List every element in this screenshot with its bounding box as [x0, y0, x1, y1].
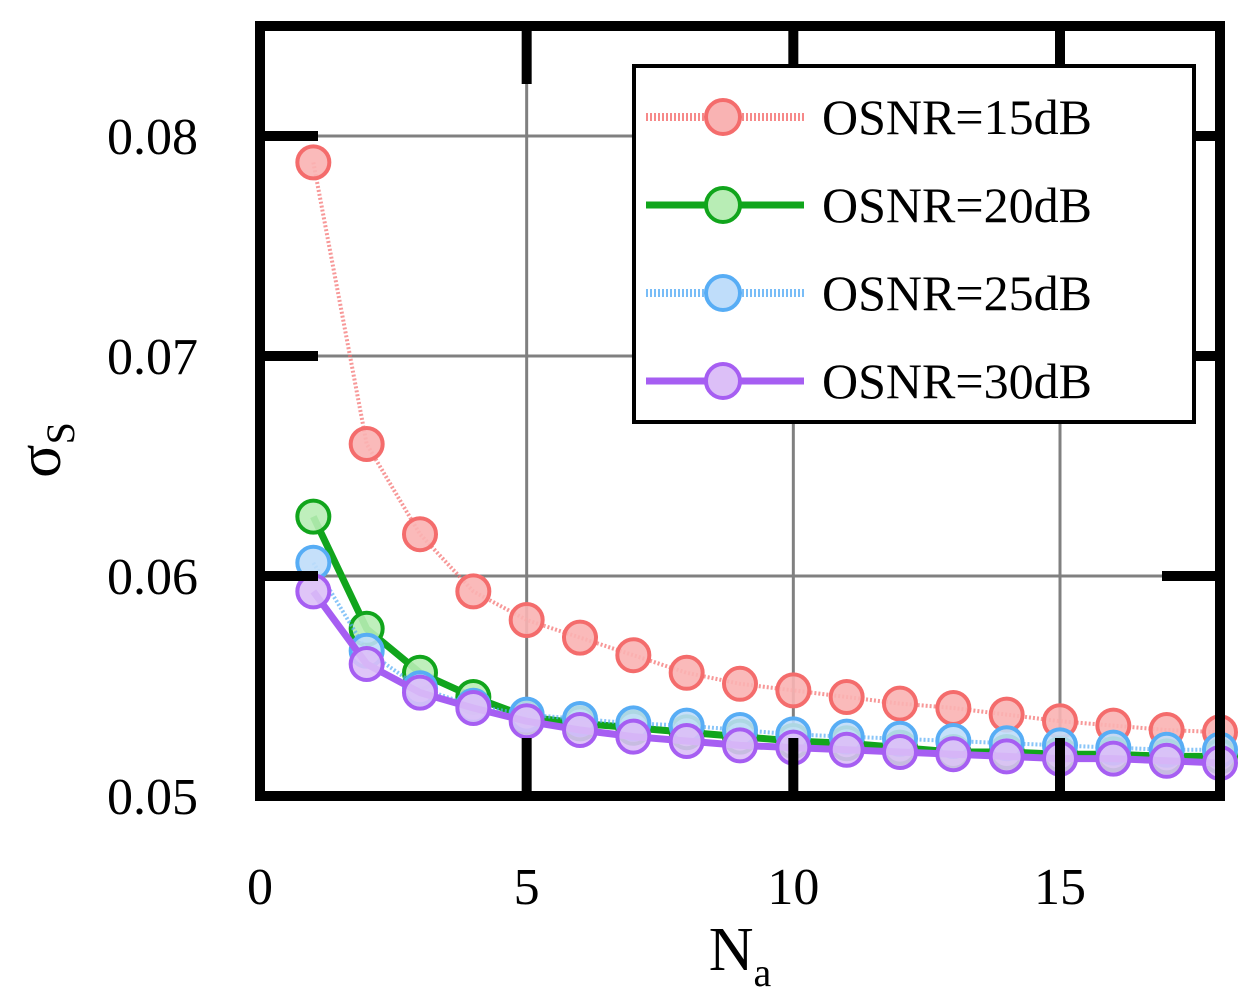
x-axis-label-main: N [709, 916, 754, 984]
x-axis-label-subscript: a [754, 950, 772, 995]
data-point-osnr-15db-9 [722, 665, 758, 702]
legend-label-osnr-20db: OSNR=20dB [822, 177, 1092, 233]
data-point-osnr-15db-3 [402, 516, 438, 553]
y-tick-label-0: 0.05 [107, 769, 198, 826]
data-point-osnr-15db-4 [455, 573, 492, 610]
data-point-osnr-30db-12 [882, 734, 918, 770]
data-point-osnr-30db-5 [508, 703, 545, 740]
x-tick-label-2: 10 [767, 859, 819, 916]
data-point-osnr-15db-2 [348, 426, 385, 462]
legend-marker-osnr-25db [704, 274, 742, 312]
x-tick-label-1: 5 [514, 859, 540, 916]
y-axis-label-main: σ [6, 444, 74, 477]
data-point-osnr-30db-2 [348, 646, 385, 682]
y-axis-label-subscript: S [38, 422, 83, 444]
data-point-osnr-30db-6 [562, 712, 598, 748]
data-point-osnr-15db-1 [295, 144, 332, 181]
legend-label-osnr-25db: OSNR=25dB [822, 265, 1092, 321]
data-point-osnr-15db-13 [935, 690, 972, 726]
legend-label-osnr-15db: OSNR=15dB [822, 89, 1092, 145]
series-line-osnr-25db [311, 561, 1220, 752]
series-line-osnr-20db [310, 515, 1220, 760]
y-tick-label-2: 0.07 [107, 329, 198, 386]
data-point-osnr-30db-17 [1148, 742, 1185, 779]
data-point-osnr-15db-6 [562, 619, 598, 656]
data-point-osnr-20db-1 [295, 498, 332, 535]
legend: OSNR=15dB OSNR=20dB OSNR=25dB OSNR=30dB [632, 64, 1196, 424]
data-point-osnr-30db-11 [828, 731, 865, 768]
data-point-osnr-15db-12 [882, 685, 918, 722]
y-tick-label-3: 0.08 [107, 109, 198, 166]
data-point-osnr-15db-11 [828, 679, 865, 715]
plot-series [295, 144, 1238, 781]
y-tick-label-1: 0.06 [107, 549, 198, 606]
series-osnr-15db [295, 144, 1238, 751]
x-tick-label-0: 0 [247, 859, 273, 916]
legend-marker-osnr-15db [704, 98, 742, 136]
plot-frame [255, 21, 1225, 801]
x-tick-label-3: 15 [1034, 859, 1086, 916]
data-point-osnr-30db-14 [988, 738, 1025, 775]
legend-marker-osnr-30db [704, 362, 742, 400]
series-osnr-25db [295, 544, 1238, 768]
data-point-osnr-30db-4 [455, 690, 492, 726]
data-point-osnr-30db-13 [935, 736, 972, 773]
x-axis-label: Na [709, 916, 772, 995]
data-point-osnr-30db-9 [722, 727, 758, 764]
legend-label-osnr-30db: OSNR=30dB [822, 353, 1092, 409]
data-point-osnr-15db-5 [508, 602, 545, 638]
data-point-osnr-15db-7 [615, 637, 652, 674]
series-osnr-20db [295, 498, 1238, 775]
y-axis-label: σS [6, 422, 83, 478]
data-point-osnr-15db-8 [668, 654, 705, 691]
data-point-osnr-30db-8 [668, 723, 705, 759]
legend-marker-osnr-20db [704, 186, 742, 224]
data-point-osnr-30db-7 [615, 718, 652, 755]
data-point-osnr-30db-16 [1095, 740, 1132, 777]
data-point-osnr-30db-3 [402, 674, 438, 711]
data-point-osnr-15db-10 [775, 672, 812, 709]
